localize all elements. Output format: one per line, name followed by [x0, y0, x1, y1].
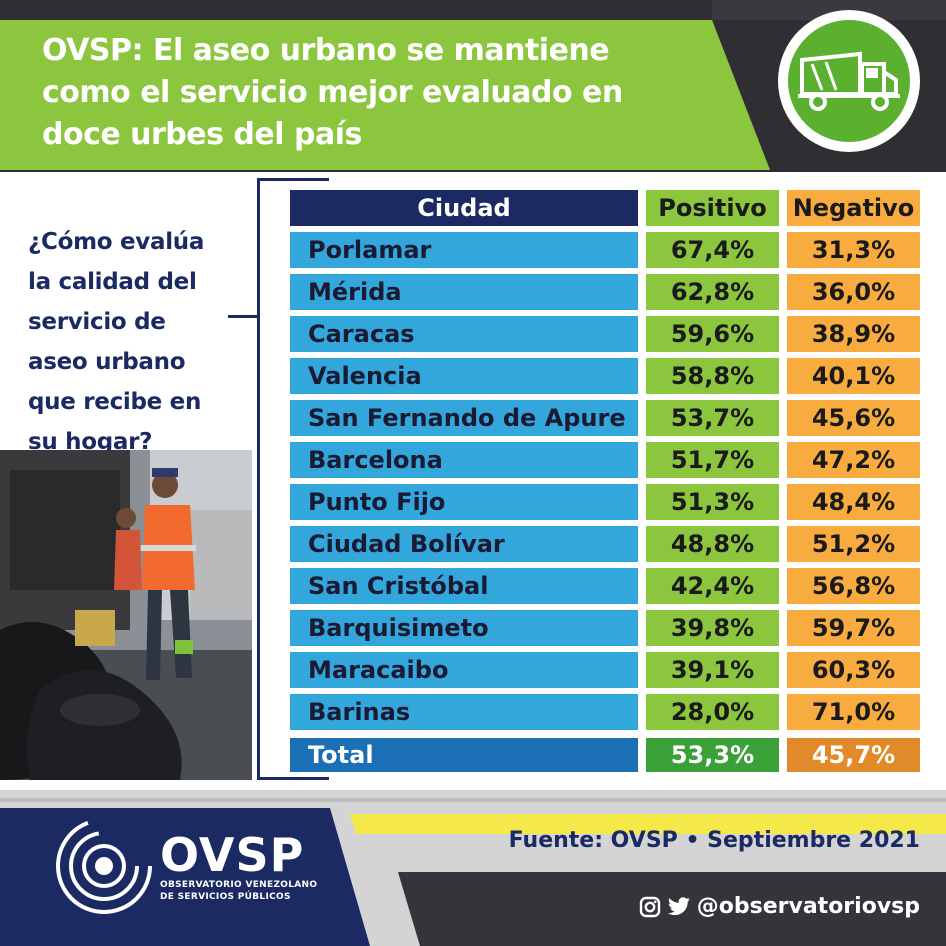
column-header-negativo: Negativo [787, 190, 920, 226]
row-negativo: 38,9% [787, 316, 920, 352]
row-negativo: 40,1% [787, 358, 920, 394]
row-positivo: 39,8% [646, 610, 779, 646]
headline-line: doce urbes del país [42, 117, 362, 152]
row-city: Mérida [290, 274, 638, 310]
row-positivo: 51,3% [646, 484, 779, 520]
row-city: Ciudad Bolívar [290, 526, 638, 562]
source-credit: Fuente: OVSP • Septiembre 2021 [508, 828, 920, 853]
question-line: servicio de [28, 309, 166, 335]
row-negativo: 47,2% [787, 442, 920, 478]
row-positivo: 51,7% [646, 442, 779, 478]
row-positivo: 59,6% [646, 316, 779, 352]
logo-subtitle: OBSERVATORIO VENEZOLANO [160, 880, 318, 890]
row-city: Barcelona [290, 442, 638, 478]
question-line: ¿Cómo evalúa [28, 229, 205, 255]
logo-subtitle: DE SERVICIOS PÚBLICOS [160, 892, 291, 902]
footer-yellow-band [350, 814, 946, 834]
row-negativo: 31,3% [787, 232, 920, 268]
row-negativo: 60,3% [787, 652, 920, 688]
row-city: San Cristóbal [290, 568, 638, 604]
row-negativo: 48,4% [787, 484, 920, 520]
row-negativo: 45,6% [787, 400, 920, 436]
row-negativo: 71,0% [787, 694, 920, 730]
row-city: San Fernando de Apure [290, 400, 638, 436]
total-negativo: 45,7% [787, 738, 920, 772]
twitter-icon[interactable] [667, 896, 691, 917]
row-city: Porlamar [290, 232, 638, 268]
social-handle[interactable]: @observatoriovsp [696, 894, 920, 919]
row-city: Barquisimeto [290, 610, 638, 646]
row-city: Punto Fijo [290, 484, 638, 520]
row-positivo: 42,4% [646, 568, 779, 604]
row-negativo: 59,7% [787, 610, 920, 646]
garbage-truck-icon [798, 51, 900, 111]
question-line: que recibe en [28, 389, 202, 415]
row-positivo: 53,7% [646, 400, 779, 436]
total-positivo: 53,3% [646, 738, 779, 772]
header-green-banner [0, 20, 770, 170]
truck-badge-inner [788, 20, 910, 142]
row-positivo: 28,0% [646, 694, 779, 730]
ovsp-logo-icon [56, 818, 152, 914]
row-city: Maracaibo [290, 652, 638, 688]
row-city: Caracas [290, 316, 638, 352]
instagram-icon[interactable] [639, 896, 661, 918]
row-positivo: 48,8% [646, 526, 779, 562]
row-positivo: 67,4% [646, 232, 779, 268]
footer-navy-panel [0, 808, 370, 946]
survey-question: ¿Cómo evalúa la calidad del servicio de … [28, 222, 250, 462]
row-city: Barinas [290, 694, 638, 730]
question-line: aseo urbano [28, 349, 186, 375]
headline-line: como el servicio mejor evaluado en [42, 75, 623, 110]
row-negativo: 36,0% [787, 274, 920, 310]
total-label: Total [290, 738, 638, 772]
question-line: la calidad del [28, 269, 197, 295]
headline-line: OVSP: El aseo urbano se mantiene [42, 33, 610, 68]
column-header-positivo: Positivo [646, 190, 779, 226]
row-negativo: 56,8% [787, 568, 920, 604]
row-negativo: 51,2% [787, 526, 920, 562]
row-positivo: 62,8% [646, 274, 779, 310]
headline: OVSP: El aseo urbano se mantiene como el… [42, 30, 722, 156]
connector-line [228, 315, 258, 318]
row-positivo: 39,1% [646, 652, 779, 688]
workers-photo [0, 450, 252, 780]
footer-divider [0, 798, 946, 802]
row-positivo: 58,8% [646, 358, 779, 394]
column-header-ciudad: Ciudad [290, 190, 638, 226]
social-handle-row: @observatoriovsp [580, 894, 920, 919]
table-bracket [257, 178, 329, 780]
logo-wordmark: OVSP [160, 828, 305, 882]
row-city: Valencia [290, 358, 638, 394]
header-stripe [712, 0, 946, 20]
